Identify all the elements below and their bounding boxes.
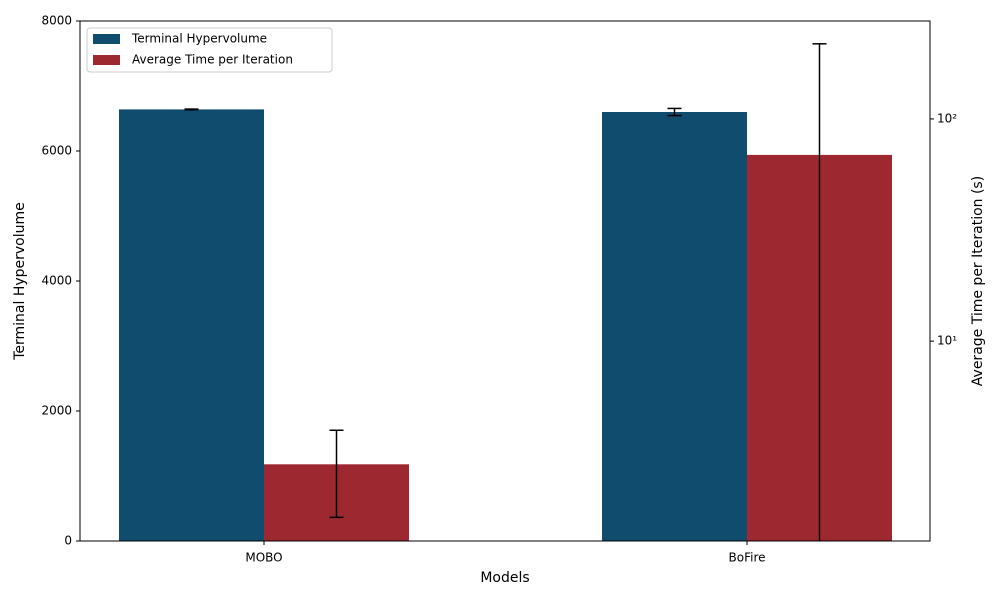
error-bar	[329, 429, 344, 519]
legend-label: Average Time per Iteration	[132, 53, 293, 67]
legend-swatch	[93, 55, 120, 65]
error-bar	[667, 107, 682, 117]
legend-label: Terminal Hypervolume	[131, 32, 267, 46]
y-tick-label: 2000	[41, 404, 72, 418]
x-tick-label: BoFire	[729, 551, 766, 565]
error-bar	[184, 108, 199, 111]
bar	[119, 109, 264, 542]
y2-tick-label: 10¹	[937, 334, 957, 348]
y2-axis-label: Average Time per Iteration (s)	[970, 176, 986, 386]
x-tick-label: MOBO	[245, 551, 282, 565]
y2-tick-label: 10²	[937, 111, 957, 125]
y-tick-label: 0	[64, 534, 72, 548]
legend-box	[86, 27, 333, 73]
bar	[602, 112, 747, 541]
y-axis-label: Terminal Hypervolume	[12, 202, 28, 361]
y-tick-label: 6000	[41, 144, 72, 158]
x-axis-label: Models	[480, 570, 529, 586]
legend-swatch	[93, 34, 120, 44]
plot-frame	[79, 20, 931, 542]
y-tick-label: 8000	[41, 14, 72, 28]
y-tick-label: 4000	[41, 274, 72, 288]
error-bar	[812, 43, 827, 541]
